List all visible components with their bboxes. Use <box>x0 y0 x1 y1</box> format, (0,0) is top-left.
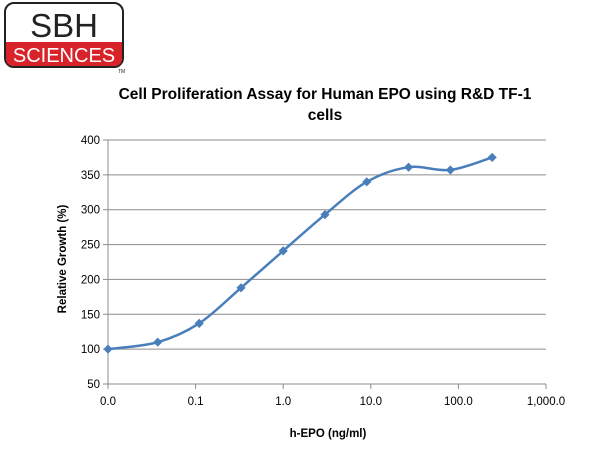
x-axis-title: h-EPO (ng/ml) <box>290 428 367 440</box>
x-tick-label: 0.0 <box>100 396 116 408</box>
gridlines <box>108 139 546 350</box>
y-tick-label: 200 <box>81 274 100 286</box>
logo-text-sciences: SCIENCES <box>13 45 115 67</box>
data-point <box>194 318 204 328</box>
x-tick-label: 1,000.0 <box>527 396 565 408</box>
sbh-sciences-logo: SBH SCIENCES TM <box>4 2 125 75</box>
x-tick-label: 1.0 <box>275 396 291 408</box>
data-point <box>362 177 372 187</box>
data-point <box>153 337 163 347</box>
y-axis-title: Relative Growth (%) <box>57 205 69 314</box>
y-tick-label: 350 <box>81 170 100 182</box>
y-tick-label: 400 <box>81 135 100 147</box>
y-tick-label: 100 <box>81 344 100 356</box>
x-tick-label: 0.1 <box>188 396 204 408</box>
data-point <box>445 165 455 175</box>
y-tick-label: 300 <box>81 205 100 217</box>
series-line <box>107 156 493 351</box>
y-tick-label: 50 <box>87 379 100 391</box>
x-tick-label: 10.0 <box>360 396 382 408</box>
data-point <box>236 283 246 293</box>
logo-text-sbh: SBH <box>30 7 98 44</box>
y-tick-label: 250 <box>81 240 100 252</box>
logo-trademark: TM <box>118 69 125 75</box>
data-point <box>487 152 497 163</box>
data-point <box>403 162 414 172</box>
series-layer <box>103 152 497 354</box>
tick-labels: 50 100 150 200 250 300 350 400 0.0 0.1 1.0 10.0 100.… <box>81 135 565 408</box>
y-tick-label: 150 <box>81 309 100 321</box>
data-point <box>103 344 113 354</box>
axes <box>103 139 547 389</box>
chart-title: Cell Proliferation Assay for Human EPO u… <box>118 86 532 124</box>
data-point <box>278 246 288 256</box>
x-tick-label: 100.0 <box>444 396 473 408</box>
data-point <box>320 209 330 220</box>
